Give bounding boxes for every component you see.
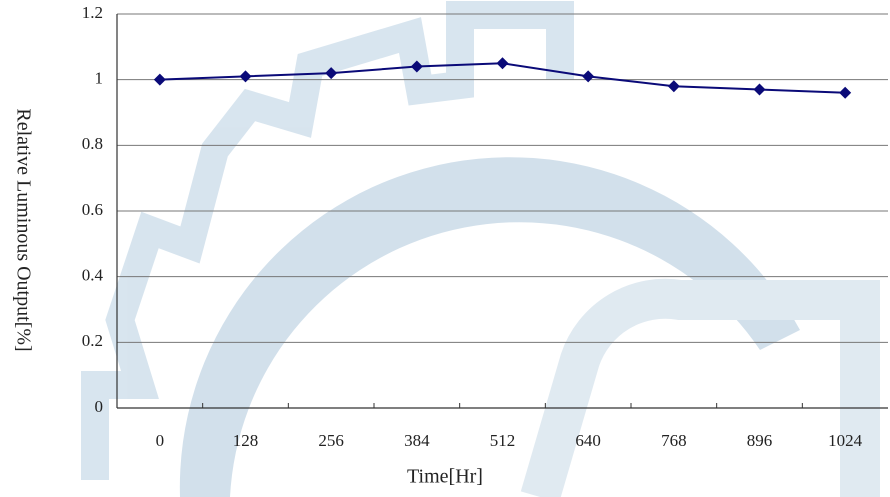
data-point	[839, 86, 852, 99]
y-tick-label: 1	[95, 69, 104, 88]
x-tick-label: 128	[233, 431, 259, 450]
x-tick-label: 640	[575, 431, 601, 450]
data-point	[753, 83, 766, 96]
y-axis-title: Relative Luminous Output[%]	[12, 108, 34, 351]
x-tick-label: 0	[156, 431, 165, 450]
x-tick-label: 1024	[828, 431, 863, 450]
y-tick-label: 0.4	[82, 266, 104, 285]
x-tick-label: 384	[404, 431, 430, 450]
x-tick-label: 896	[747, 431, 773, 450]
data-point	[582, 70, 595, 83]
y-tick-label: 0.8	[82, 134, 103, 153]
watermark	[81, 1, 880, 497]
y-tick-label: 1.2	[82, 3, 103, 22]
data-point	[239, 70, 252, 83]
data-point	[325, 67, 338, 80]
data-point	[496, 57, 509, 70]
x-tick-label: 512	[490, 431, 516, 450]
data-point	[667, 80, 680, 93]
x-tick-label: 768	[661, 431, 687, 450]
x-axis-title: Time[Hr]	[407, 466, 483, 488]
y-tick-label: 0.6	[82, 200, 103, 219]
y-tick-label: 0.2	[82, 331, 103, 350]
y-tick-label: 0	[95, 397, 104, 416]
data-point	[410, 60, 423, 73]
x-tick-label: 256	[318, 431, 344, 450]
data-point	[153, 73, 166, 86]
